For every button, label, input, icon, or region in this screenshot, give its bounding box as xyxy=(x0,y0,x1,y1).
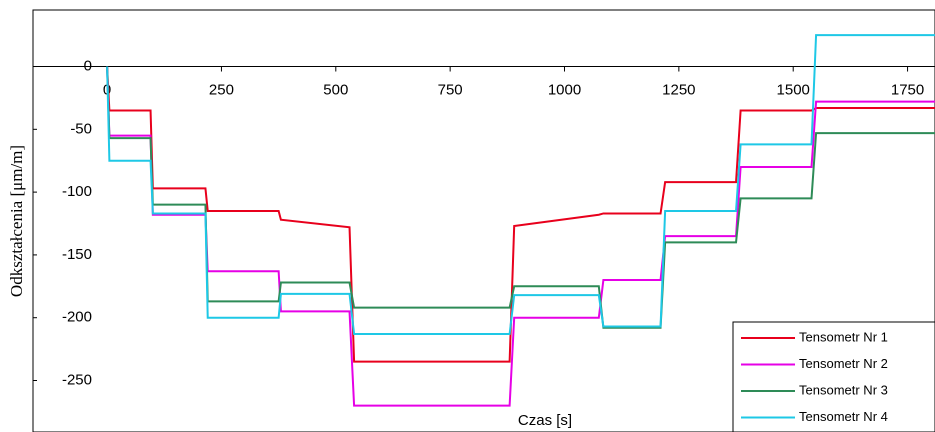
y-tick-label: -50 xyxy=(70,120,92,137)
y-axis-label: Odkształcenia [μm/m] xyxy=(7,145,26,297)
x-tick-label: 250 xyxy=(209,81,234,98)
data-line xyxy=(106,66,935,363)
x-tick-label: 750 xyxy=(438,81,463,98)
x-tick-label: 1250 xyxy=(662,81,695,98)
data-line xyxy=(106,66,935,407)
y-tick-label: -250 xyxy=(62,371,92,388)
y-tick-label: -150 xyxy=(62,246,92,263)
y-tick-label: -200 xyxy=(62,309,92,326)
y-tick-label: 0 xyxy=(84,57,92,74)
x-tick-label: 1750 xyxy=(891,81,924,98)
y-tick-label: -100 xyxy=(62,183,92,200)
legend-label: Tensometr Nr 4 xyxy=(799,409,888,424)
data-line xyxy=(106,34,935,336)
legend-box xyxy=(732,321,935,432)
data-line xyxy=(106,66,935,329)
x-tick-label: 500 xyxy=(323,81,348,98)
x-tick-label: 1500 xyxy=(777,81,810,98)
legend-label: Tensometr Nr 3 xyxy=(799,382,888,397)
x-axis-label: Czas [s] xyxy=(518,412,572,429)
legend-label: Tensometr Nr 1 xyxy=(799,329,888,344)
legend-label: Tensometr Nr 2 xyxy=(799,356,888,371)
x-tick-label: 1000 xyxy=(548,81,581,98)
